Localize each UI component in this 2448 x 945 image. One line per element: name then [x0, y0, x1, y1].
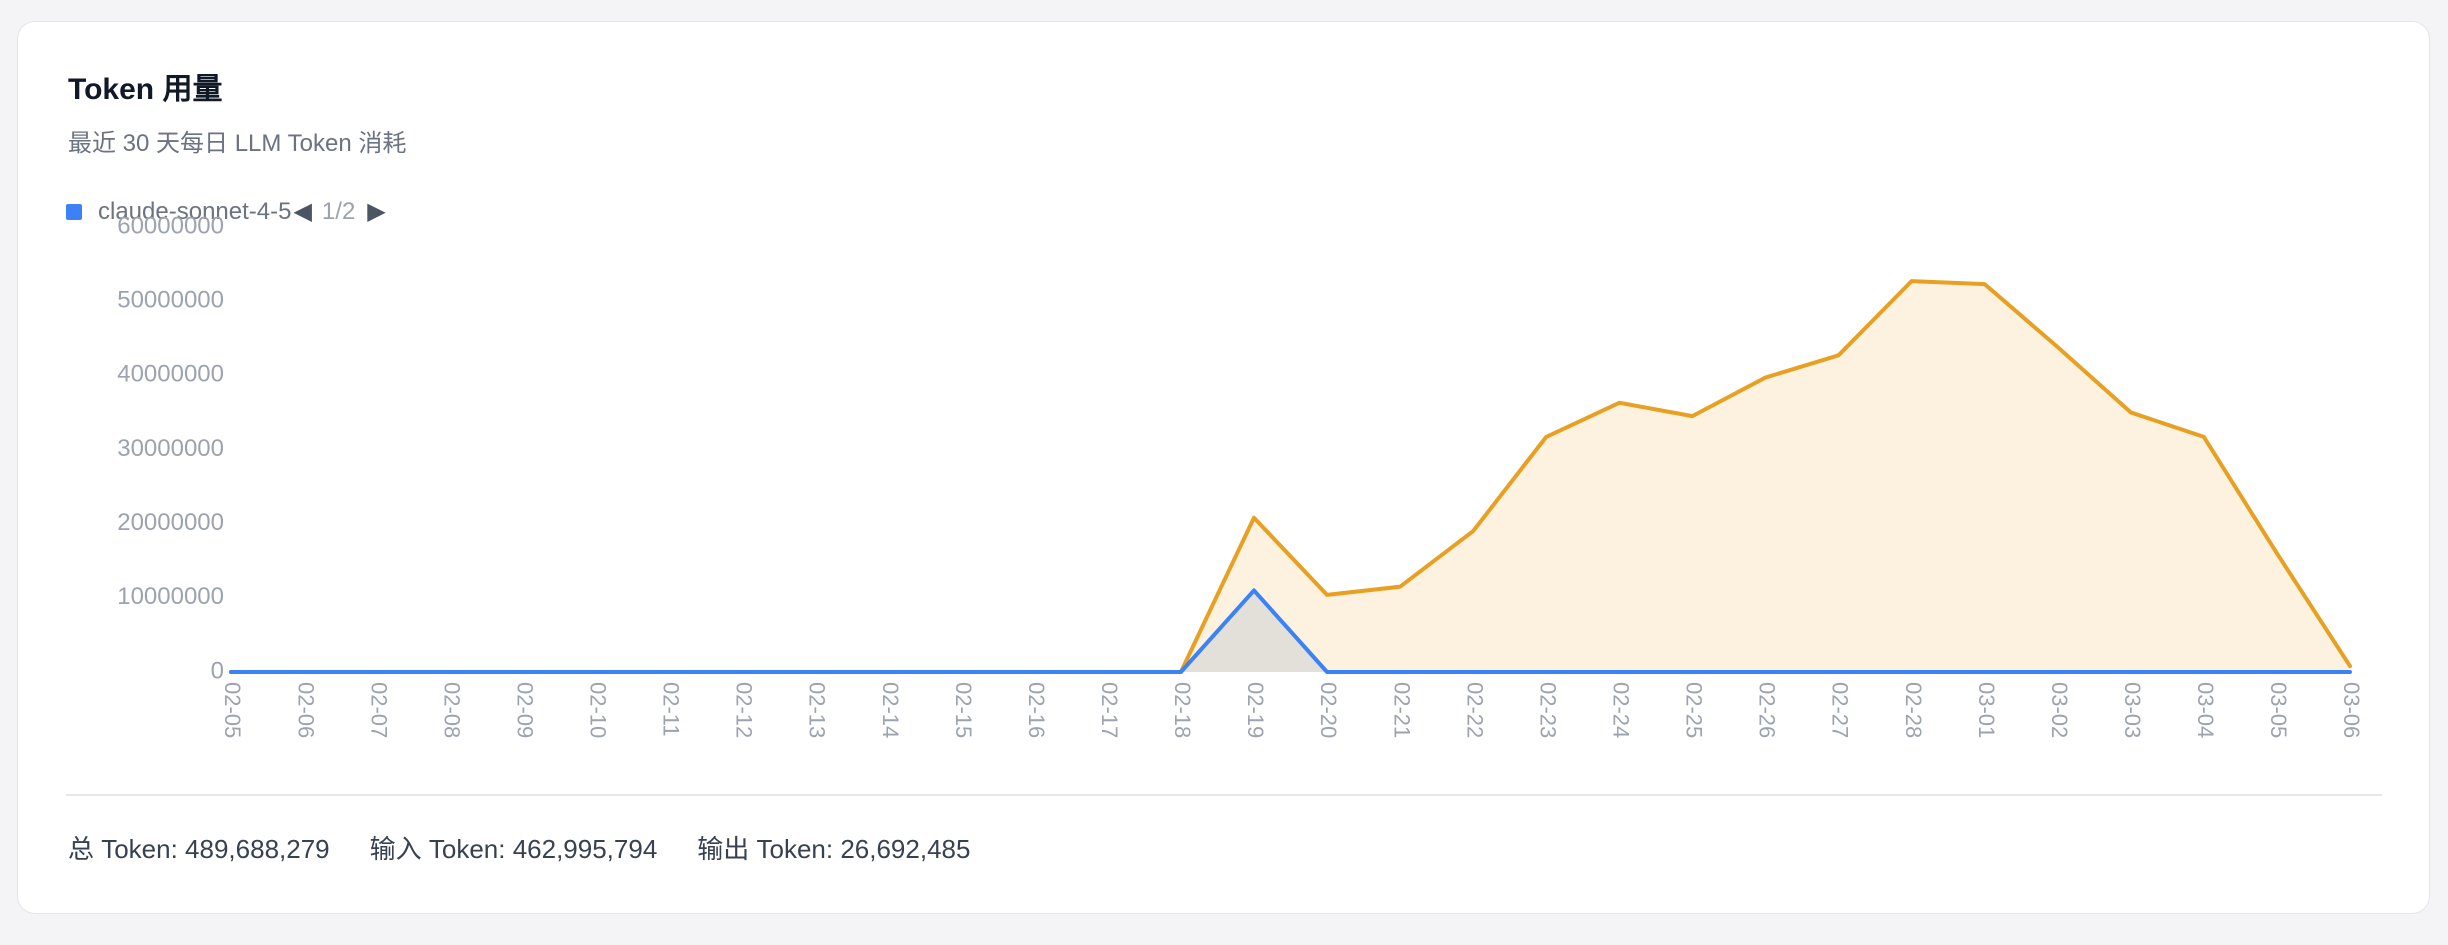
divider [66, 794, 2382, 796]
y-tick-label: 0 [211, 657, 224, 684]
y-tick-label: 40000000 [117, 361, 224, 388]
y-tick-label: 50000000 [117, 287, 224, 314]
x-tick-label: 02-06 [293, 682, 318, 738]
x-tick-label: 02-15 [951, 682, 976, 738]
x-tick-label: 02-24 [1608, 682, 1633, 738]
input-tokens: 输入 Token: 462,995,794 [369, 834, 658, 864]
x-tick-label: 03-02 [2047, 682, 2072, 738]
x-tick-label: 02-08 [439, 682, 464, 738]
x-tick-label: 02-28 [1901, 682, 1926, 738]
token-totals: 总 Token: 489,688,279 输入 Token: 462,995,7… [68, 834, 1010, 865]
legend-swatch[interactable] [66, 204, 82, 220]
x-tick-label: 02-13 [805, 682, 830, 738]
x-tick-label: 02-12 [732, 682, 757, 738]
legend-item-label[interactable]: claude-sonnet-4-5 [98, 198, 292, 225]
x-tick-label: 03-01 [1974, 682, 1999, 738]
series-area-1 [231, 281, 2350, 672]
legend-prev-icon[interactable]: ◀ [293, 198, 312, 225]
output-tokens: 输出 Token: 26,692,485 [697, 834, 971, 864]
x-tick-label: 02-20 [1316, 682, 1341, 738]
token-usage-card: Token 用量 最近 30 天每日 LLM Token 消耗 claude-s… [17, 21, 2430, 914]
x-tick-label: 03-06 [2339, 682, 2364, 738]
y-tick-label: 20000000 [117, 509, 224, 536]
x-tick-label: 02-25 [1682, 682, 1707, 738]
x-tick-label: 03-03 [2120, 682, 2145, 738]
x-tick-label: 02-16 [1024, 682, 1049, 738]
card-title: Token 用量 [68, 73, 223, 106]
y-tick-label: 10000000 [117, 583, 224, 610]
series-line-0 [229, 588, 2352, 674]
x-tick-label: 02-07 [366, 682, 391, 738]
legend-page-indicator: 1/2 [321, 198, 356, 225]
card-subtitle: 最近 30 天每日 LLM Token 消耗 [68, 130, 407, 157]
x-tick-label: 02-09 [512, 682, 537, 738]
total-tokens: 总 Token: 489,688,279 [68, 834, 330, 864]
y-tick-label: 30000000 [117, 435, 224, 462]
token-area-chart: 0 10000000 20000000 30000000 40000000 5000000… [117, 212, 2364, 738]
x-tick-label: 03-04 [2193, 682, 2218, 738]
x-tick-label: 02-14 [878, 682, 903, 738]
x-tick-label: 02-26 [1755, 682, 1780, 738]
x-tick-label: 02-22 [1462, 682, 1487, 738]
x-tick-label: 03-05 [2266, 682, 2291, 738]
chart-legend: claude-sonnet-4-5 ◀ 1/2 ▶ [66, 192, 386, 232]
y-tick-label: 60000000 [117, 212, 224, 239]
x-tick-label: 02-23 [1535, 682, 1560, 738]
x-tick-label: 02-05 [220, 682, 245, 738]
x-tick-label: 02-21 [1389, 682, 1414, 738]
x-tick-label: 02-10 [586, 682, 611, 738]
x-tick-label: 02-11 [659, 682, 684, 737]
legend-next-icon[interactable]: ▶ [367, 198, 386, 225]
x-tick-label: 02-17 [1097, 682, 1122, 738]
x-tick-label: 02-27 [1828, 682, 1853, 738]
x-tick-label: 02-18 [1170, 682, 1195, 738]
x-tick-label: 02-19 [1243, 682, 1268, 738]
